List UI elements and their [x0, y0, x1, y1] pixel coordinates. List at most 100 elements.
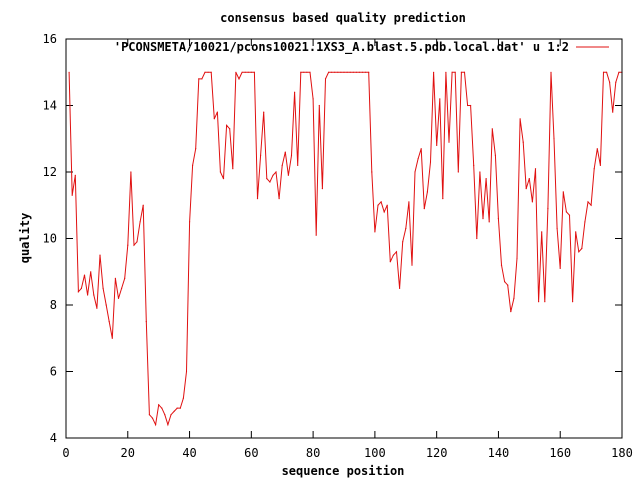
data-point [534, 168, 537, 170]
data-point [158, 404, 160, 406]
data-point [429, 161, 432, 163]
data-point [114, 277, 116, 279]
data-point [516, 257, 518, 259]
data-point [244, 71, 246, 73]
data-point [189, 221, 191, 223]
data-point [306, 71, 308, 73]
plot-border [65, 38, 623, 439]
data-point [176, 407, 178, 409]
data-point [609, 81, 611, 83]
x-tick-label: 20 [121, 446, 135, 460]
data-point [507, 284, 509, 286]
x-tick-label: 120 [426, 446, 448, 460]
data-point [83, 274, 86, 276]
data-point [253, 71, 255, 73]
data-point [482, 218, 484, 220]
data-point [522, 141, 524, 143]
data-point [374, 231, 376, 233]
x-tick-label: 80 [306, 446, 320, 460]
data-point [281, 164, 283, 166]
data-point [185, 370, 188, 373]
data-point [139, 221, 141, 223]
data-point [442, 198, 444, 200]
data-point [386, 204, 388, 206]
series-layer [68, 71, 623, 427]
data-point [346, 71, 348, 73]
data-point [207, 71, 209, 73]
y-tick-label: 14 [43, 99, 57, 113]
series-line [68, 71, 622, 427]
data-point [538, 301, 540, 303]
data-point [402, 241, 404, 243]
data-point [361, 71, 364, 73]
data-point [284, 151, 286, 153]
data-point [337, 71, 339, 73]
data-point [130, 171, 132, 173]
data-point [590, 204, 592, 206]
data-point [445, 71, 447, 73]
data-point [340, 71, 342, 73]
legend-label: 'PCONSMETA/10021/pcons10021.1XS3_A.blast… [114, 40, 569, 55]
legend: 'PCONSMETA/10021/pcons10021.1XS3_A.blast… [114, 40, 609, 55]
data-point [111, 337, 113, 339]
data-point [192, 164, 194, 166]
y-tick-label: 16 [43, 32, 57, 46]
data-point [272, 174, 274, 176]
data-point [290, 154, 293, 156]
data-point [541, 231, 543, 233]
data-point [260, 154, 262, 156]
data-point [550, 71, 552, 73]
data-point [300, 71, 302, 73]
data-point [426, 191, 428, 193]
y-tick-label: 10 [43, 232, 57, 246]
data-point [575, 231, 577, 233]
data-point [383, 211, 385, 213]
data-point [269, 181, 271, 183]
data-point [355, 71, 357, 73]
data-point [287, 174, 289, 176]
data-point [179, 407, 181, 409]
data-point [380, 201, 382, 203]
data-point [470, 104, 472, 107]
data-point [528, 178, 530, 180]
x-tick-label: 140 [488, 446, 510, 460]
data-point [102, 287, 104, 289]
data-point [250, 71, 252, 73]
data-point [420, 148, 422, 150]
data-point [170, 414, 172, 416]
data-point [414, 171, 416, 173]
data-point [173, 410, 175, 412]
data-point [371, 171, 373, 173]
data-point [68, 71, 70, 73]
data-point [303, 71, 305, 73]
data-point [238, 78, 240, 80]
data-point [433, 71, 435, 73]
data-point [331, 71, 333, 73]
data-point [602, 71, 605, 73]
data-point [315, 234, 317, 236]
data-point [411, 264, 413, 266]
data-point [578, 251, 580, 253]
data-point [247, 71, 249, 73]
data-point [439, 98, 441, 100]
data-point [436, 144, 438, 146]
data-point [593, 168, 595, 170]
data-point [182, 397, 184, 399]
data-point [556, 227, 558, 230]
chart-title: consensus based quality prediction [220, 11, 466, 25]
data-point [312, 98, 314, 100]
y-tick-label: 6 [50, 365, 57, 379]
data-point [80, 287, 82, 289]
data-point [553, 138, 555, 140]
data-point [321, 188, 323, 190]
data-point [473, 164, 475, 166]
data-point [596, 148, 598, 150]
data-point [562, 191, 564, 193]
data-point [219, 171, 221, 173]
data-point [232, 168, 234, 170]
data-point [216, 111, 218, 113]
data-point [145, 321, 147, 323]
data-point [142, 204, 144, 206]
x-tick-label: 180 [611, 446, 633, 460]
